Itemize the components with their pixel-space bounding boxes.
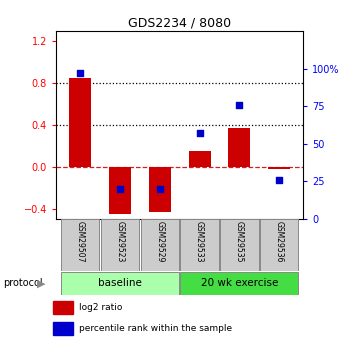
Bar: [260, 219, 299, 271]
Point: [157, 186, 162, 192]
Bar: [268, 167, 290, 169]
Text: GSM29507: GSM29507: [75, 221, 84, 262]
Text: GSM29536: GSM29536: [275, 221, 284, 262]
Title: GDS2234 / 8080: GDS2234 / 8080: [128, 17, 231, 30]
Bar: [69, 78, 91, 167]
Text: protocol: protocol: [4, 278, 43, 288]
Bar: [109, 167, 131, 214]
Bar: [180, 219, 219, 271]
Bar: [229, 128, 251, 167]
Point: [117, 186, 123, 192]
Bar: [140, 219, 179, 271]
Point: [236, 102, 242, 108]
Bar: [180, 272, 299, 295]
Bar: [188, 151, 210, 167]
Text: GSM29533: GSM29533: [195, 221, 204, 262]
Bar: [53, 322, 73, 335]
Text: percentile rank within the sample: percentile rank within the sample: [79, 324, 232, 333]
Bar: [101, 219, 139, 271]
Bar: [61, 219, 99, 271]
Point: [77, 70, 83, 76]
Text: 20 wk exercise: 20 wk exercise: [201, 278, 278, 288]
Text: baseline: baseline: [98, 278, 142, 288]
Point: [197, 130, 203, 136]
Bar: [53, 301, 73, 314]
Text: GSM29529: GSM29529: [155, 221, 164, 262]
Text: ▶: ▶: [37, 278, 46, 288]
Bar: [61, 272, 179, 295]
Point: [277, 177, 282, 183]
Text: GSM29523: GSM29523: [115, 221, 124, 262]
Text: log2 ratio: log2 ratio: [79, 303, 122, 312]
Bar: [149, 167, 171, 212]
Text: GSM29535: GSM29535: [235, 221, 244, 262]
Bar: [220, 219, 258, 271]
